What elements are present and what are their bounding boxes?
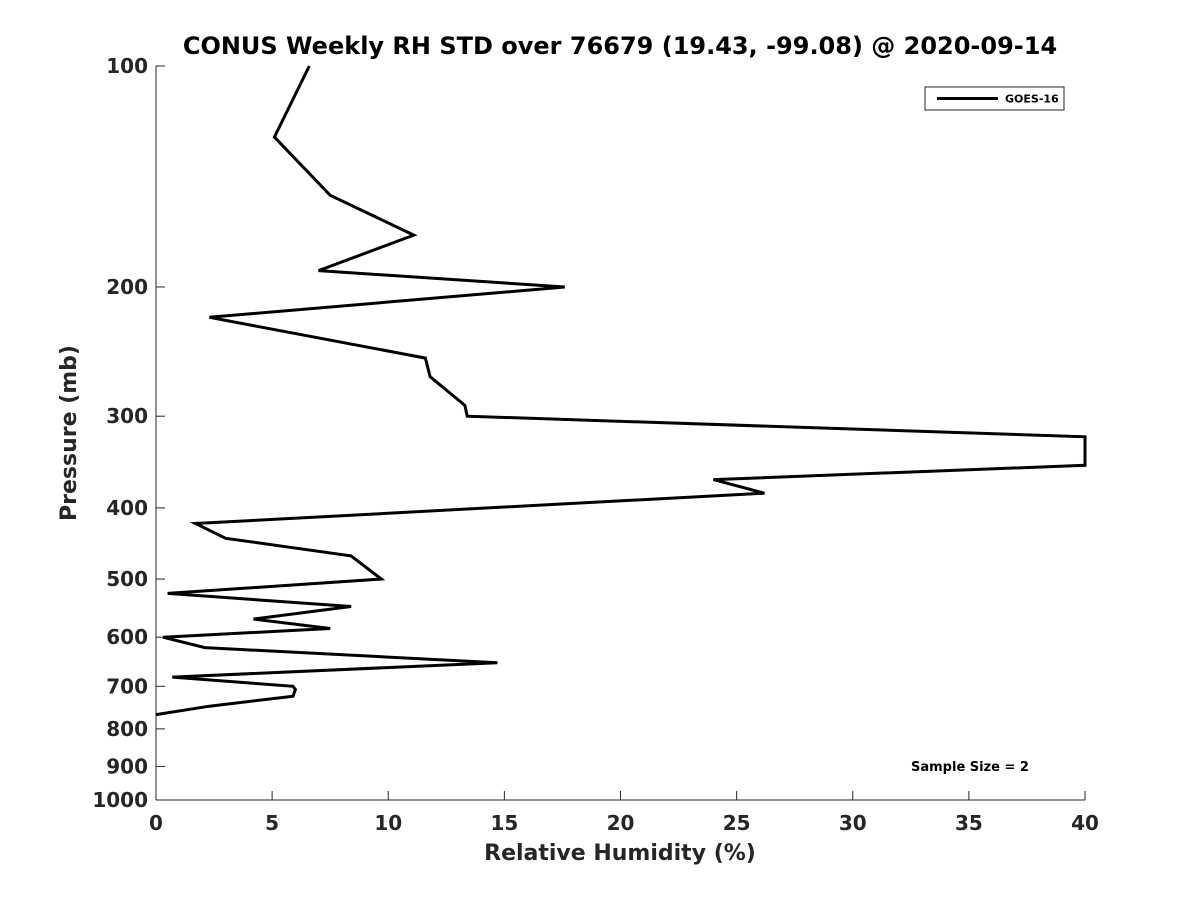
y-tick-label: 600 [106,625,148,649]
x-tick-label: 10 [374,811,402,835]
x-tick-label: 5 [265,811,279,835]
y-tick-label: 700 [106,674,148,698]
x-tick-label: 40 [1071,811,1099,835]
y-ticks: 100 200 300 400 500 600 700 800 900 1000 [92,54,165,812]
y-tick-label: 800 [106,717,148,741]
x-tick-label: 30 [839,811,867,835]
x-tick-label: 25 [723,811,751,835]
y-tick-label: 100 [106,54,148,78]
y-tick-label: 400 [106,496,148,520]
legend: GOES-16 [924,86,1065,111]
y-tick-label: 500 [106,567,148,591]
y-tick-label: 900 [106,754,148,778]
y-tick-label: 1000 [92,788,148,812]
x-tick-label: 20 [607,811,635,835]
x-tick-label: 15 [490,811,518,835]
x-ticks: 0 5 10 15 20 25 30 35 40 [149,791,1099,835]
series-line-goes-16 [155,65,1087,717]
x-tick-label: 0 [149,811,163,835]
y-tick-label: 200 [106,275,148,299]
y-tick-label: 300 [106,404,148,428]
sample-size-annotation: Sample Size = 2 [911,760,1029,775]
legend-label-goes-16: GOES-16 [1005,93,1059,106]
chart-title: CONUS Weekly RH STD over 76679 (19.43, -… [183,32,1057,60]
x-axis-label: Relative Humidity (%) [484,841,756,866]
x-tick-label: 35 [955,811,983,835]
y-axis-label: Pressure (mb) [57,345,82,521]
